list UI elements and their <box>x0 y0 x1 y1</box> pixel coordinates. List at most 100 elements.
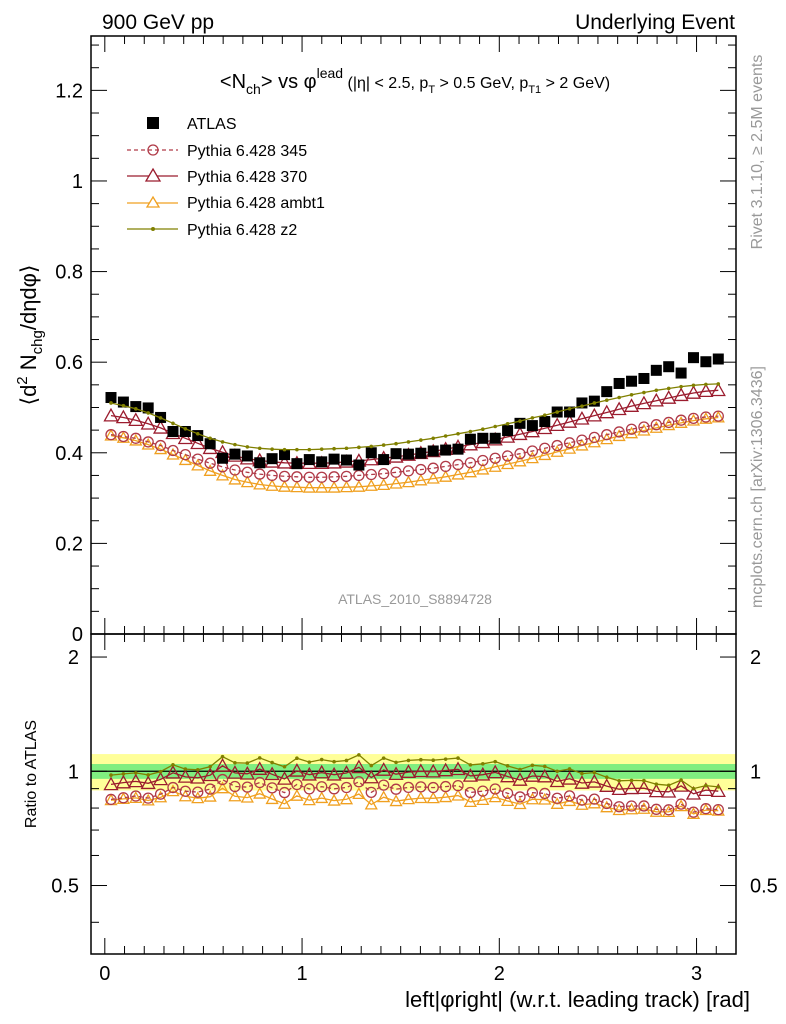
ratio-point-pythia-6-428-370 <box>289 762 305 777</box>
ratio-point-pythia-6-428-ambt1 <box>550 797 564 809</box>
legend: ATLAS Pythia 6.428 345 Pythia 6.428 370 … <box>127 116 325 239</box>
point-atlas <box>712 353 724 365</box>
point-atlas <box>452 443 464 455</box>
ratio-line-pythia-6-428-z2 <box>110 754 719 790</box>
ratio-point-pythia-6-428-345 <box>340 781 353 794</box>
point-pythia-6-428-ambt1 <box>141 437 155 450</box>
ratio-point-pythia-6-428-345 <box>576 794 588 806</box>
point-atlas <box>204 438 216 450</box>
ratio-point-pythia-6-428-ambt1 <box>476 793 490 806</box>
point-pythia-6-428-345 <box>501 450 514 462</box>
ratio-point-pythia-6-428-z2 <box>220 754 225 759</box>
ratio-point-pythia-6-428-ambt1 <box>339 792 354 805</box>
point-pythia-6-428-ambt1 <box>315 480 329 493</box>
point-pythia-6-428-370 <box>623 398 640 412</box>
point-pythia-6-428-z2 <box>282 447 287 452</box>
ratio-point-pythia-6-428-345 <box>254 776 266 789</box>
point-pythia-6-428-345 <box>328 471 340 483</box>
ratio-point-pythia-6-428-ambt1 <box>414 791 428 804</box>
ratio-point-pythia-6-428-z2 <box>629 778 634 783</box>
ratio-point-pythia-6-428-370 <box>152 771 169 786</box>
point-pythia-6-428-345 <box>650 419 662 431</box>
point-pythia-6-428-ambt1 <box>215 468 230 481</box>
point-pythia-6-428-z2 <box>158 416 163 420</box>
point-atlas <box>663 361 675 373</box>
point-pythia-6-428-ambt1 <box>550 445 564 457</box>
point-pythia-6-428-345 <box>241 466 253 478</box>
ratio-point-pythia-6-428-z2 <box>456 756 460 760</box>
ratio-point-pythia-6-428-370 <box>648 783 664 798</box>
ratio-point-pythia-6-428-z2 <box>443 757 448 761</box>
point-pythia-6-428-345 <box>452 458 464 471</box>
ratio-point-pythia-6-428-ambt1 <box>538 792 552 805</box>
point-pythia-6-428-ambt1 <box>439 469 453 482</box>
ratio-point-pythia-6-428-345 <box>514 791 526 803</box>
ratio-y-axis-label: Ratio to ATLAS <box>23 720 40 828</box>
main-y-tick-label: 1 <box>72 171 83 193</box>
ratio-point-pythia-6-428-z2 <box>270 760 274 765</box>
point-pythia-6-428-345 <box>167 444 179 457</box>
point-atlas <box>588 395 600 407</box>
ratio-point-pythia-6-428-ambt1 <box>327 793 341 806</box>
point-atlas <box>254 457 266 469</box>
point-atlas <box>626 375 638 387</box>
ratio-point-pythia-6-428-370 <box>400 764 417 778</box>
ratio-point-pythia-6-428-370 <box>103 776 119 791</box>
point-pythia-6-428-345 <box>663 416 675 429</box>
header-right: Underlying Event <box>575 11 735 34</box>
point-pythia-6-428-ambt1 <box>686 413 701 426</box>
ratio-point-pythia-6-428-370 <box>685 785 702 800</box>
point-atlas <box>229 448 241 460</box>
point-pythia-6-428-370 <box>599 404 615 419</box>
ratio-point-pythia-6-428-z2 <box>481 762 485 766</box>
point-atlas <box>427 445 439 457</box>
point-pythia-6-428-z2 <box>394 441 398 446</box>
point-atlas <box>279 449 291 461</box>
point-pythia-6-428-345 <box>179 448 192 461</box>
ratio-point-pythia-6-428-370 <box>574 775 590 789</box>
ratio-point-pythia-6-428-345 <box>179 785 192 797</box>
point-pythia-6-428-345 <box>390 466 402 478</box>
point-pythia-6-428-z2 <box>642 390 646 395</box>
ratio-panel: 0.5 0.5 1 1 2 2 0 1 2 3 Ratio to ATLAS left|φrigh… <box>23 633 778 1012</box>
ratio-point-pythia-6-428-370 <box>239 765 255 780</box>
ratio-point-pythia-6-428-ambt1 <box>500 794 515 807</box>
ratio-point-pythia-6-428-ambt1 <box>129 791 143 803</box>
point-pythia-6-428-ambt1 <box>674 416 688 428</box>
ratio-point-pythia-6-428-345 <box>663 804 675 816</box>
point-pythia-6-428-ambt1 <box>339 480 354 493</box>
ratio-point-pythia-6-428-370 <box>314 764 330 779</box>
point-pythia-6-428-370 <box>698 383 714 398</box>
legend-item-pythia-ambt1: Pythia 6.428 ambt1 <box>127 195 325 212</box>
ratio-point-pythia-6-428-345 <box>551 792 563 804</box>
point-atlas <box>328 453 340 465</box>
point-pythia-6-428-ambt1 <box>302 480 316 493</box>
ratio-point-pythia-6-428-370 <box>388 766 404 781</box>
point-pythia-6-428-z2 <box>666 386 671 391</box>
ratio-point-pythia-6-428-370 <box>338 765 355 779</box>
point-pythia-6-428-ambt1 <box>562 441 577 454</box>
point-atlas <box>179 425 191 437</box>
point-pythia-6-428-z2 <box>592 401 597 405</box>
point-pythia-6-428-ambt1 <box>662 418 676 431</box>
ratio-point-pythia-6-428-z2 <box>691 786 696 791</box>
ratio-point-pythia-6-428-345 <box>539 787 551 800</box>
point-pythia-6-428-ambt1 <box>637 423 651 436</box>
ratio-y-tick-label-right: 2 <box>750 647 761 669</box>
point-pythia-6-428-345 <box>204 457 216 469</box>
point-atlas <box>477 432 489 444</box>
point-pythia-6-428-z2 <box>406 440 411 444</box>
point-atlas <box>142 402 154 414</box>
ratio-point-pythia-6-428-ambt1 <box>141 793 155 806</box>
ratio-point-pythia-6-428-345 <box>204 783 216 795</box>
point-pythia-6-428-ambt1 <box>401 475 416 488</box>
ratio-point-pythia-6-428-345 <box>712 803 724 816</box>
point-atlas <box>564 406 576 418</box>
ratio-point-pythia-6-428-370 <box>128 773 144 788</box>
ratio-point-pythia-6-428-ambt1 <box>302 793 316 806</box>
ratio-point-pythia-6-428-ambt1 <box>265 792 279 805</box>
point-pythia-6-428-z2 <box>121 403 126 408</box>
point-pythia-6-428-ambt1 <box>649 421 663 433</box>
ratio-point-pythia-6-428-z2 <box>406 758 411 763</box>
